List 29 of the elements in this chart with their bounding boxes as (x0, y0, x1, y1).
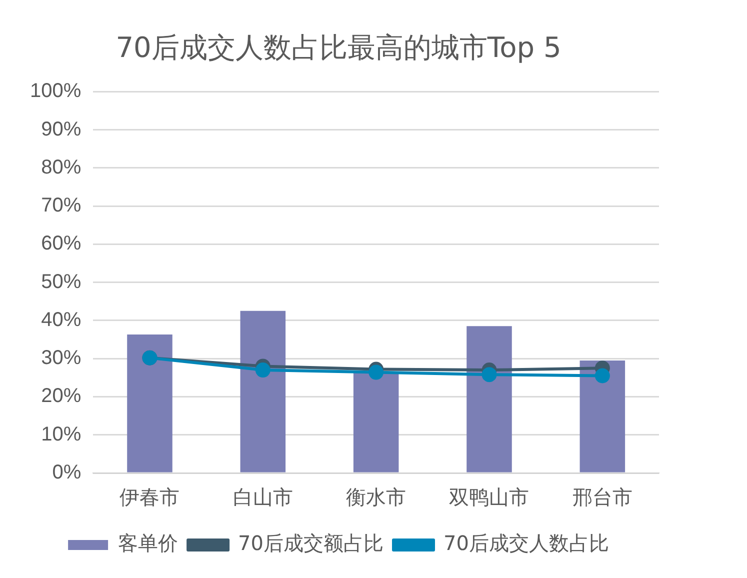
legend-label: 客单价 (118, 531, 178, 556)
chart-title: 70后成交人数占比最高的城市Top 5 (116, 31, 562, 64)
point (594, 368, 610, 384)
x-tick-label: 伊春市 (120, 485, 180, 510)
y-tick-label: 50% (41, 270, 82, 293)
y-tick-label: 100% (30, 80, 82, 102)
y-tick-label: 20% (41, 385, 82, 408)
bar (580, 360, 626, 472)
y-tick-label: 70% (41, 194, 82, 217)
bar (466, 326, 512, 472)
bar (353, 372, 399, 472)
legend-label: 70后成交人数占比 (444, 531, 609, 556)
x-tick-label: 衡水市 (346, 485, 406, 510)
x-tick-label: 双鸭山市 (449, 485, 530, 510)
point (368, 364, 384, 380)
legend-label: 70后成交额占比 (238, 531, 384, 556)
y-tick-label: 30% (41, 347, 82, 370)
y-tick-label: 10% (41, 423, 82, 446)
point (255, 362, 270, 378)
y-tick-label: 60% (41, 232, 82, 255)
y-tick-label: 80% (41, 156, 82, 178)
y-tick-label: 90% (41, 118, 82, 140)
bar (127, 334, 172, 472)
bar (240, 310, 286, 472)
point (482, 367, 497, 382)
y-tick-label: 40% (41, 308, 82, 331)
x-tick-label: 邢台市 (572, 485, 632, 510)
x-tick-label: 白山市 (232, 485, 293, 510)
y-tick-label: 0% (52, 462, 82, 484)
